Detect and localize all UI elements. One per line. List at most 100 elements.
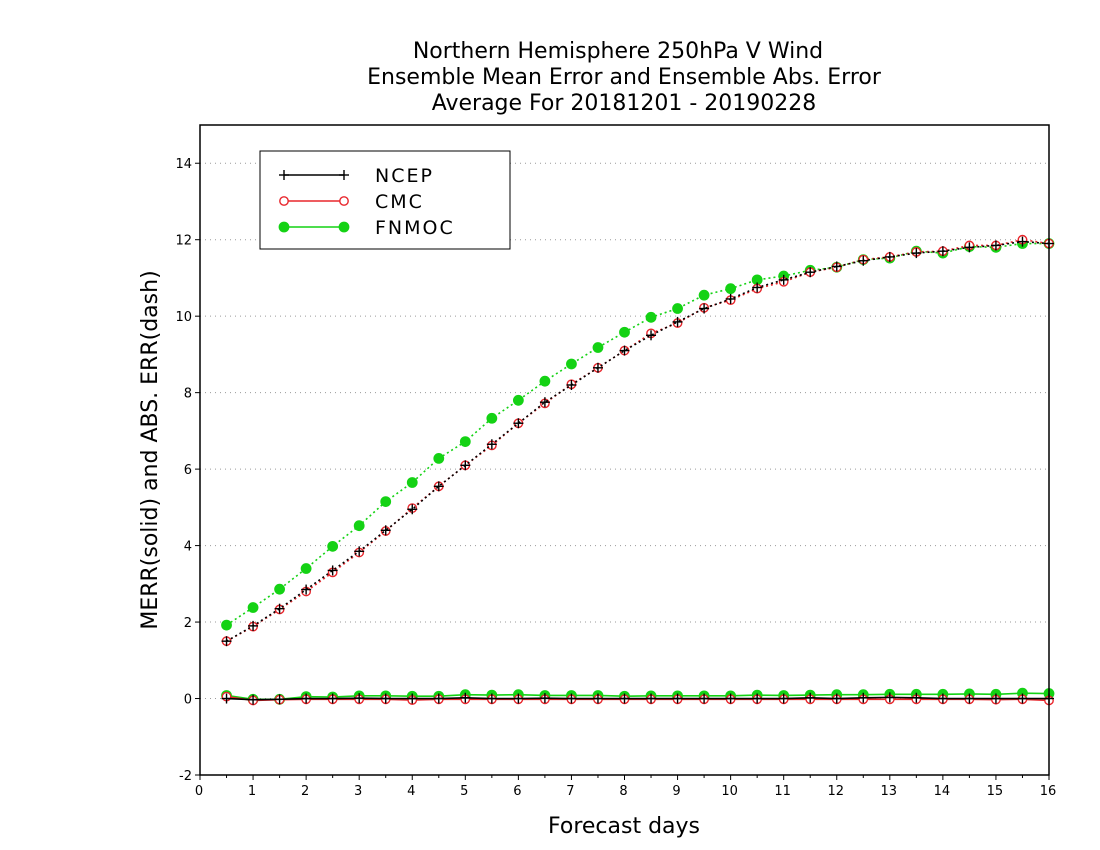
abs-error-point	[1017, 236, 1028, 247]
abs-error-point	[990, 240, 1001, 251]
abs-error-point	[592, 342, 604, 353]
y-tick-label: 4	[184, 540, 192, 555]
abs-error-point	[274, 583, 285, 595]
abs-error-point	[592, 362, 603, 373]
abs-error-point	[406, 477, 418, 488]
mean-error-point	[990, 693, 1001, 704]
mean-error-point	[1017, 693, 1028, 704]
abs-error-point	[539, 375, 551, 387]
mean-error-point	[672, 693, 683, 704]
abs-error-point	[353, 520, 365, 532]
legend-entry-cmc: CMC	[279, 191, 424, 213]
x-tick-label: 15	[987, 784, 1004, 799]
abs-error-point	[221, 619, 232, 631]
y-axis-label: MERR(solid) and ABS. ERR(dash)	[138, 270, 163, 629]
mean-error-point	[831, 693, 842, 704]
legend-label: FNMOC	[375, 217, 455, 239]
abs-error-point	[248, 620, 259, 631]
abs-error-point	[725, 293, 736, 304]
mean-error-point	[354, 693, 365, 704]
abs-error-point	[646, 330, 657, 341]
legend-entry-ncep: NCEP	[279, 165, 432, 187]
legend-label: CMC	[375, 191, 424, 213]
abs-error-point	[566, 380, 577, 390]
abs-error-point	[539, 397, 550, 408]
abs-error-point	[698, 289, 710, 301]
x-tick-label: 12	[827, 784, 844, 799]
abs-error-point	[301, 584, 312, 595]
mean-error-point	[646, 693, 657, 704]
abs-error-point	[619, 345, 630, 356]
mean-error-point	[221, 693, 232, 704]
abs-error-point	[300, 563, 312, 574]
mean-error-point	[327, 693, 338, 704]
abs-error-point	[858, 255, 869, 266]
y-tick-label: 12	[175, 234, 192, 249]
abs-error-point	[725, 283, 737, 295]
abs-error-point	[380, 525, 391, 536]
mean-error-point	[274, 694, 285, 705]
x-tick-label: 8	[619, 784, 627, 799]
abs-error-point	[884, 251, 895, 262]
legend-marker	[339, 196, 349, 206]
legend-box	[259, 150, 511, 250]
abs-error-point	[380, 496, 392, 508]
mean-error-point	[699, 693, 710, 704]
x-axis-label: Forecast days	[548, 814, 700, 839]
legend-marker	[279, 196, 289, 206]
abs-error-point	[460, 460, 471, 471]
mean-error-point	[539, 693, 550, 704]
x-tick-label: 16	[1040, 784, 1057, 799]
mean-error-point	[752, 693, 763, 704]
x-tick-label: 9	[672, 784, 680, 799]
chart-title: Northern Hemisphere 250hPa V Wind Ensemb…	[367, 39, 882, 116]
abs-error-point	[699, 303, 710, 314]
mean-error-point	[248, 694, 259, 705]
abs-error-point	[911, 248, 922, 259]
mean-error-point	[592, 693, 603, 704]
mean-error-point	[858, 692, 869, 703]
mean-error-point	[937, 693, 948, 704]
mean-error-point	[619, 693, 630, 704]
mean-error-point	[725, 693, 736, 704]
series-fnmoc	[221, 238, 1055, 705]
legend-marker	[339, 170, 349, 180]
abs-error-point	[354, 546, 365, 557]
abs-error-point	[327, 565, 338, 576]
plot-frame	[199, 124, 1050, 776]
legend-marker	[338, 221, 350, 233]
x-tick-label: 4	[407, 784, 415, 799]
abs-error-point	[486, 439, 497, 450]
abs-error-point	[566, 358, 577, 370]
x-tick-label: 11	[774, 784, 791, 799]
y-tick-label: 8	[184, 387, 192, 402]
abs-error-point	[645, 311, 657, 323]
abs-error-point	[247, 602, 259, 613]
legend-marker	[279, 170, 289, 180]
y-tick-label: 10	[175, 310, 192, 325]
mean-error-point	[911, 692, 922, 703]
chart-title-line-1: Northern Hemisphere 250hPa V Wind	[413, 39, 823, 64]
abs-error-point	[513, 418, 524, 429]
abs-error-line-fnmoc	[226, 242, 1049, 626]
chart-title-line-3: Average For 20181201 - 20190228	[432, 91, 817, 116]
series-cmc	[221, 234, 1054, 706]
mean-error-point	[301, 693, 312, 704]
legend: NCEP CMC FNMOC	[259, 150, 511, 250]
mean-error-point	[964, 693, 975, 704]
mean-error-point	[460, 692, 471, 703]
x-tick-label: 5	[460, 784, 468, 799]
abs-error-line-cmc	[226, 238, 1050, 642]
y-tick-label: 14	[175, 157, 192, 172]
x-tick-label: 1	[248, 784, 256, 799]
x-tick-label: 6	[513, 784, 521, 799]
series-layer	[221, 234, 1055, 706]
mean-error-point	[513, 693, 524, 704]
x-tick-label: 3	[354, 784, 362, 799]
abs-error-point	[672, 303, 683, 314]
abs-error-point	[831, 261, 842, 272]
abs-error-point	[221, 636, 232, 647]
abs-error-point	[512, 394, 524, 406]
